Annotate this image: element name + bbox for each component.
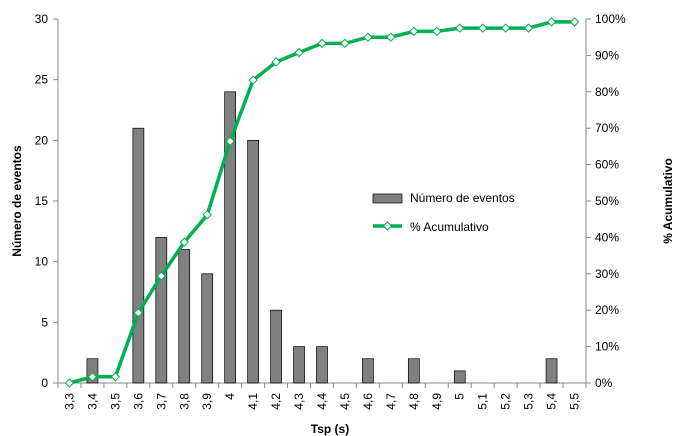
- bar: [86, 358, 99, 384]
- x-tick-label: 5,5: [568, 393, 582, 410]
- line-point: [363, 32, 373, 42]
- y2-tick-label: 0%: [595, 376, 613, 390]
- y2-tick-label: 70%: [595, 121, 619, 135]
- line-point: [133, 308, 144, 318]
- bar: [362, 358, 374, 384]
- bar: [201, 273, 214, 384]
- bar: [224, 91, 237, 384]
- line-point: [523, 23, 534, 33]
- y2-tick-label: 60%: [595, 158, 619, 172]
- line-point: [156, 271, 167, 281]
- x-axis-title: Tsp (s): [311, 422, 349, 436]
- x-tick-label: 4,1: [246, 393, 260, 410]
- line-point: [386, 32, 396, 42]
- line-point: [409, 26, 419, 37]
- x-tick-label: 4,7: [384, 393, 398, 410]
- y-tick-label: 0: [41, 376, 48, 390]
- bar: [270, 309, 282, 384]
- line-point: [225, 136, 235, 147]
- line-point: [569, 17, 580, 27]
- y-tick-label: 10: [35, 255, 49, 269]
- line-point: [546, 17, 557, 27]
- bar: [178, 249, 191, 384]
- bar-series: [86, 91, 558, 384]
- legend-bar-swatch: [372, 193, 403, 204]
- y2-tick-label: 10%: [595, 340, 619, 354]
- line-point: [179, 237, 189, 247]
- y2-tick-label: 90%: [595, 48, 619, 62]
- y2-tick-label: 30%: [595, 267, 619, 281]
- line-point: [87, 372, 98, 382]
- y2-axis-title: % Acumulativo: [661, 158, 675, 244]
- x-tick-label: 4,6: [361, 393, 375, 410]
- x-tick-label: 3,3: [62, 393, 76, 410]
- legend-line-marker: [382, 221, 393, 231]
- bar: [316, 346, 328, 384]
- line-point: [500, 23, 511, 33]
- x-tick-label: 4,2: [269, 393, 283, 410]
- legend-line-label: % Acumulativo: [410, 220, 489, 234]
- bar: [155, 237, 168, 384]
- bar: [407, 358, 420, 384]
- x-tick-label: 4: [223, 393, 237, 400]
- x-tick-label: 3,5: [108, 393, 122, 410]
- line-point: [110, 372, 121, 382]
- line-point: [271, 57, 281, 67]
- bar: [247, 139, 259, 384]
- line-point: [248, 75, 258, 85]
- bar: [293, 346, 305, 384]
- x-tick-label: 5,3: [522, 393, 536, 410]
- y2-tick-label: 80%: [595, 85, 619, 99]
- y-tick-label: 20: [35, 133, 49, 147]
- line-series: [64, 17, 580, 388]
- x-tick-label: 3,7: [154, 393, 168, 410]
- line-point: [294, 47, 304, 58]
- line-point: [202, 210, 212, 220]
- line-point: [455, 23, 465, 33]
- y-tick-label: 25: [35, 73, 49, 87]
- y2-tick-label: 50%: [595, 194, 619, 208]
- line-point: [477, 23, 488, 33]
- x-tick-label: 3,4: [85, 393, 99, 410]
- x-tick-label: 3,9: [200, 393, 214, 410]
- bar: [545, 358, 558, 384]
- x-tick-label: 4,3: [292, 393, 306, 410]
- y2-tick-label: 40%: [595, 230, 619, 244]
- x-tick-label: 5: [453, 393, 467, 400]
- line-point: [64, 378, 75, 388]
- y-tick-label: 30: [35, 12, 49, 26]
- bar: [453, 370, 466, 384]
- x-tick-label: 4,8: [407, 393, 421, 410]
- x-tick-label: 3,8: [177, 393, 191, 410]
- x-tick-label: 4,5: [338, 393, 352, 410]
- line-point: [340, 38, 350, 49]
- x-tick-label: 5,1: [476, 393, 490, 410]
- x-tick-label: 4,4: [315, 393, 329, 410]
- y2-tick-label: 100%: [595, 12, 626, 26]
- y-tick-label: 15: [35, 194, 49, 208]
- x-tick-label: 5,2: [499, 393, 513, 410]
- bar: [132, 127, 145, 384]
- x-tick-label: 4,9: [430, 393, 444, 410]
- line-point: [317, 38, 327, 49]
- legend: Número de eventos % Acumulativo: [372, 191, 515, 234]
- y-axis-title: Número de eventos: [10, 145, 24, 257]
- legend-bar-label: Número de eventos: [410, 191, 515, 205]
- tick-labels: 0 5 10 15 20 25 30 0% 10% 20% 30% 40% 50% 60% 70% 80% 90…: [35, 12, 626, 410]
- y-tick-label: 5: [41, 315, 48, 329]
- line-point: [432, 26, 442, 37]
- x-tick-label: 5,4: [545, 393, 559, 410]
- y2-tick-label: 20%: [595, 303, 619, 317]
- x-tick-label: 3,6: [131, 393, 145, 410]
